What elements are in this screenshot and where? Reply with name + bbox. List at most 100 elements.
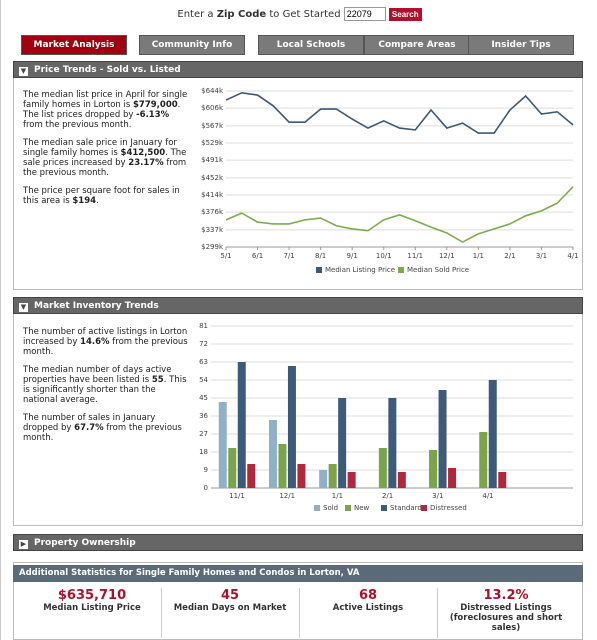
tab[interactable]: Market Analysis <box>21 35 127 55</box>
bar <box>438 390 447 488</box>
section-title: Property Ownership <box>34 538 136 548</box>
section-header[interactable]: ▼ Market Inventory Trends <box>13 297 583 314</box>
section-header[interactable]: ▼ Price Trends - Sold vs. Listed <box>13 61 583 78</box>
text: . <box>96 196 99 206</box>
legend-swatch <box>381 505 387 511</box>
tab[interactable]: Local Schools <box>258 35 364 55</box>
text: The number of active listings in Lorton … <box>23 327 188 347</box>
text: The number of sales in January dropped b… <box>23 413 156 433</box>
x-tick-label: 1/1 <box>473 252 484 260</box>
y-tick-label: 0 <box>204 484 208 492</box>
tab[interactable]: Insider Tips <box>468 35 574 55</box>
legend-swatch <box>398 267 404 273</box>
stats-title: Additional Statistics for Single Family … <box>13 565 583 582</box>
bar <box>237 362 246 488</box>
section-box <box>13 314 583 526</box>
highlight: 14.6% <box>80 337 110 347</box>
search-button[interactable]: Search <box>388 8 422 21</box>
x-tick-label: 5/1 <box>220 252 231 260</box>
x-tick-label: 7/1 <box>283 252 294 260</box>
bar <box>488 380 497 488</box>
section-title: Price Trends - Sold vs. Listed <box>34 65 181 75</box>
bar <box>278 444 287 488</box>
bar <box>347 472 356 488</box>
paragraph: The median number of days active propert… <box>23 365 188 405</box>
paragraph: The number of sales in January dropped b… <box>23 413 188 443</box>
text: The median sale price in January for sin… <box>23 138 177 158</box>
y-tick-label: $376k <box>201 208 224 216</box>
zip-input[interactable] <box>343 7 386 21</box>
highlight: -6.13% <box>136 110 170 120</box>
bar <box>338 398 347 488</box>
highlight: 55 <box>151 375 164 385</box>
text: from the previous month. <box>23 158 187 178</box>
x-tick-label: 12/1 <box>279 492 295 500</box>
bar <box>247 464 256 488</box>
legend-swatch <box>316 267 322 273</box>
bar <box>378 448 387 488</box>
x-tick-label: 2/1 <box>382 492 393 500</box>
tab[interactable]: Community Info <box>139 35 245 55</box>
y-tick-label: 63 <box>199 358 208 366</box>
x-tick-label: 1/1 <box>332 492 343 500</box>
bar <box>228 448 237 488</box>
highlight: 67.7% <box>74 423 104 433</box>
search-prompt-bold: Zip Code <box>216 9 267 20</box>
x-tick-label: 3/1 <box>432 492 443 500</box>
text: . This is significantly shorter than the… <box>23 375 187 405</box>
legend-label: New <box>354 504 370 512</box>
x-tick-label: 9/1 <box>347 252 358 260</box>
search-prompt: Enter a <box>177 9 214 20</box>
paragraph: The number of active listings in Lorton … <box>23 327 188 357</box>
stat: 13.2% Distressed Listings (foreclosures a… <box>437 588 575 638</box>
stat: 45 Median Days on Market <box>161 588 300 638</box>
bar <box>388 398 397 488</box>
stat-value: 13.2% <box>483 588 529 603</box>
bar <box>218 402 227 488</box>
y-tick-label: 54 <box>199 376 208 384</box>
y-tick-label: $452k <box>201 174 224 182</box>
y-tick-label: 18 <box>199 448 208 456</box>
section-header[interactable]: ▶ Property Ownership <box>13 534 583 551</box>
search-bar: Enter a Zip Code to Get Started Search <box>1 7 597 21</box>
inventory-chart: 0 9 18 27 36 45 54 63 72 81 11/1 12/1 1/1 2/1 3/1 4/1 So… <box>199 322 573 512</box>
text: The median list price in April for singl… <box>23 90 188 110</box>
section-text: The median list price in April for singl… <box>23 90 188 214</box>
x-tick-label: 8/1 <box>315 252 326 260</box>
text: The median number of days active propert… <box>23 365 172 385</box>
x-tick-label: 10/1 <box>376 252 392 260</box>
text: . The sale prices increased by <box>23 148 187 168</box>
stat-label: Median Listing Price <box>43 603 141 613</box>
highlight: 23.17% <box>128 158 164 168</box>
highlight: $779,000 <box>133 100 178 110</box>
x-tick-label: 11/1 <box>229 492 245 500</box>
stat-value: $635,710 <box>57 588 127 603</box>
legend-label: Sold <box>323 504 338 512</box>
x-tick-label: 6/1 <box>252 252 263 260</box>
bar <box>448 468 457 488</box>
legend-label: Standard <box>390 504 422 512</box>
tab[interactable]: Compare Areas <box>364 35 470 55</box>
x-tick-label: 4/1 <box>567 252 578 260</box>
stat-label: Median Days on Market <box>173 603 287 613</box>
stat: $635,710 Median Listing Price <box>23 588 162 638</box>
y-tick-label: $567k <box>201 122 224 130</box>
y-tick-label: 72 <box>199 340 208 348</box>
legend-label: Distressed <box>430 504 467 512</box>
stat-value: 45 <box>220 588 240 603</box>
bar <box>287 366 296 488</box>
x-tick-label: 4/1 <box>482 492 493 500</box>
bar <box>397 472 406 488</box>
x-tick-label: 11/1 <box>407 252 423 260</box>
stat-value: 68 <box>358 588 378 603</box>
highlight: $194 <box>72 196 97 206</box>
bar <box>297 464 306 488</box>
bar <box>479 432 488 488</box>
y-tick-label: $606k <box>201 104 224 112</box>
y-tick-label: $491k <box>201 156 224 164</box>
stat-label: Active Listings <box>332 603 404 613</box>
legend-swatch <box>314 505 320 511</box>
x-tick-label: 3/1 <box>536 252 547 260</box>
stat-label: Distressed Listings (foreclosures and sh… <box>449 603 563 633</box>
